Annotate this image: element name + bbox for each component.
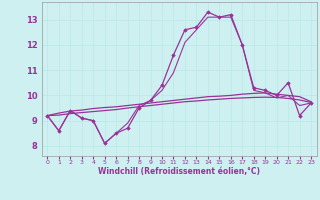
- X-axis label: Windchill (Refroidissement éolien,°C): Windchill (Refroidissement éolien,°C): [98, 167, 260, 176]
